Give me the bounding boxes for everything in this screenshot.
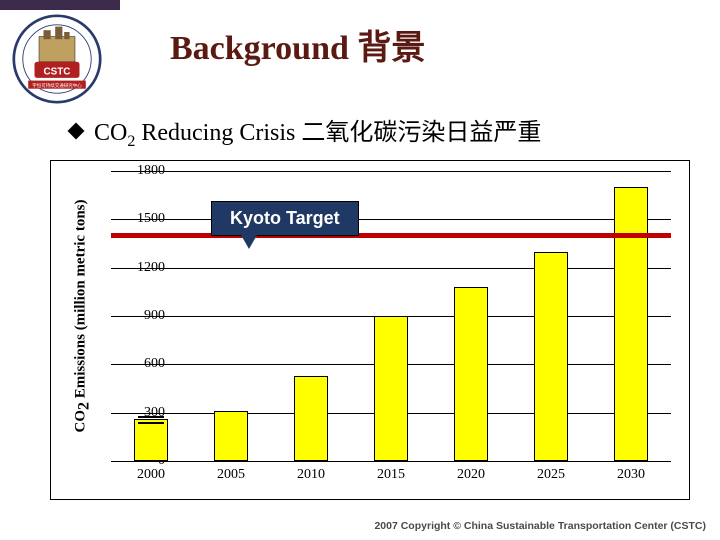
bar	[294, 376, 328, 461]
top-accent-bar	[0, 0, 120, 10]
x-tick-label: 2005	[217, 467, 245, 483]
x-tick-label: 2015	[377, 467, 405, 483]
cstc-logo: CSTC 宇恒可持续交通研究中心	[12, 14, 102, 104]
x-tick-label: 2020	[457, 467, 485, 483]
y-tick-label: 600	[115, 356, 165, 372]
ylabel-co: CO	[73, 410, 89, 433]
y-tick-label: 900	[115, 308, 165, 324]
bar	[454, 287, 488, 461]
y-axis-label: CO2 Emissions (million metric tons)	[73, 200, 94, 433]
bullet-co: CO	[94, 120, 127, 146]
svg-text:宇恒可持续交通研究中心: 宇恒可持续交通研究中心	[32, 82, 82, 89]
y-tick-label: 1800	[115, 163, 165, 179]
callout-label: Kyoto Target	[211, 201, 359, 236]
bar	[374, 316, 408, 461]
kyoto-target-line	[111, 233, 671, 238]
slide-title: Background 背景	[170, 20, 425, 69]
slide: CSTC 宇恒可持续交通研究中心 Background 背景 CO2 Reduc…	[0, 0, 720, 540]
bar	[214, 411, 248, 461]
svg-text:CSTC: CSTC	[44, 66, 71, 77]
error-whisker	[138, 416, 164, 418]
grid-line	[111, 171, 671, 172]
grid-line	[111, 219, 671, 220]
bullet-text: CO2 Reducing Crisis 二氧化碳污染日益严重	[94, 112, 541, 151]
ylabel-rest: Emissions (million metric tons)	[73, 200, 89, 403]
ylabel-subscript: 2	[76, 402, 93, 410]
y-tick-label: 1500	[115, 211, 165, 227]
y-tick-label: 1200	[115, 260, 165, 276]
x-tick-label: 2010	[297, 467, 325, 483]
error-whisker	[138, 422, 164, 424]
x-tick-label: 2025	[537, 467, 565, 483]
chart-container: CO2 Emissions (million metric tons) 0300…	[50, 160, 690, 500]
grid-line	[111, 268, 671, 269]
bar	[614, 187, 648, 461]
chart-plot-area: CO2 Emissions (million metric tons) 0300…	[111, 171, 671, 461]
bullet-icon	[68, 123, 85, 140]
x-tick-label: 2030	[617, 467, 645, 483]
kyoto-callout: Kyoto Target	[211, 201, 359, 236]
bullet-item: CO2 Reducing Crisis 二氧化碳污染日益严重	[70, 112, 541, 151]
x-tick-label: 2000	[137, 467, 165, 483]
bar	[134, 419, 168, 461]
footer-copyright: 2007 Copyright © China Sustainable Trans…	[374, 520, 706, 532]
grid-line	[111, 461, 671, 462]
bar	[534, 252, 568, 461]
callout-tail	[241, 235, 257, 249]
bullet-rest: Reducing Crisis 二氧化碳污染日益严重	[135, 120, 541, 146]
